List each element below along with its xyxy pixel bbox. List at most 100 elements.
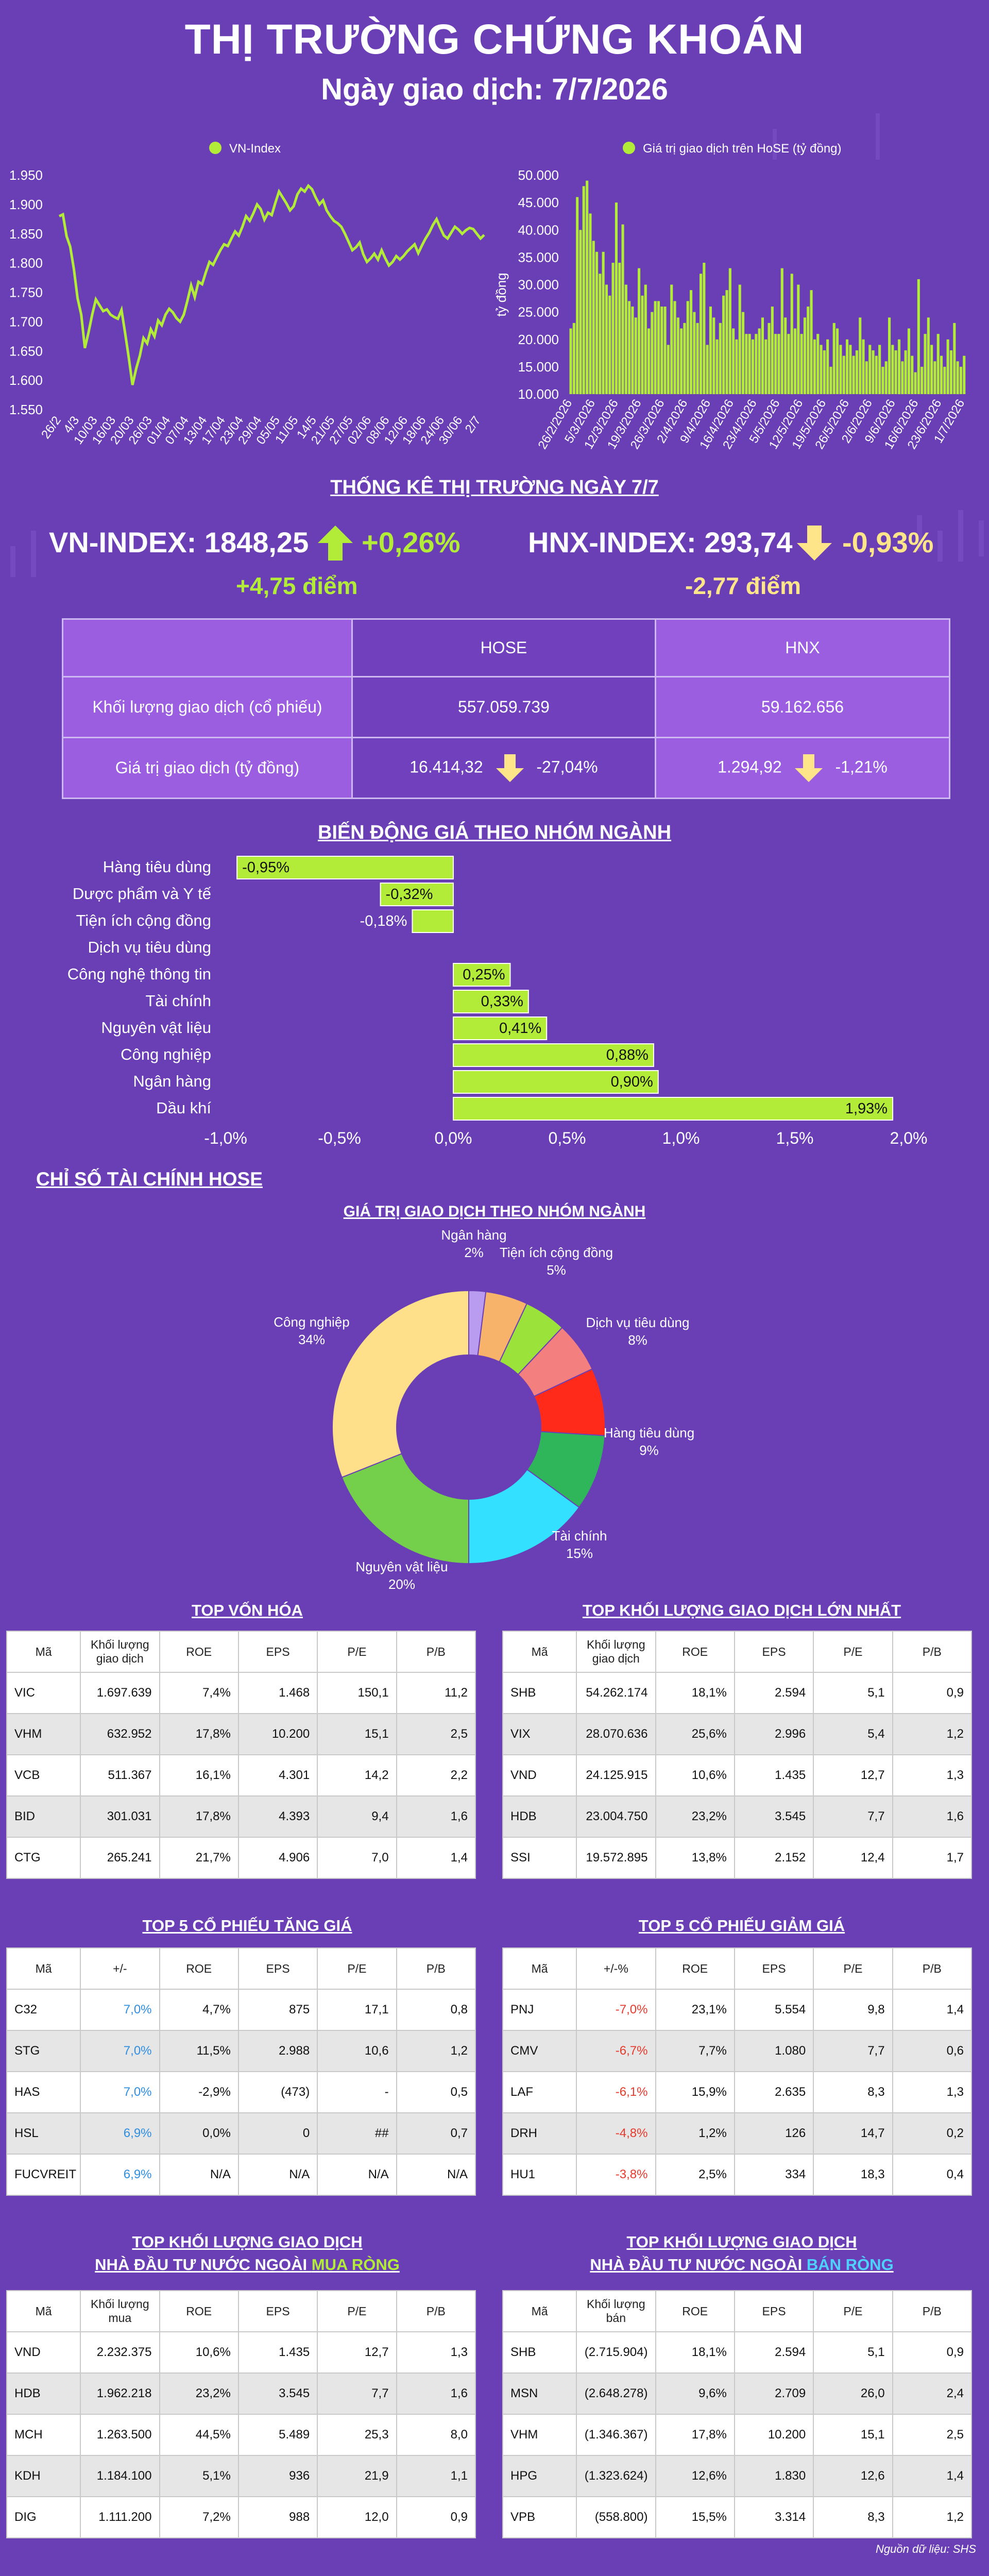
value-bar [936, 334, 940, 394]
table-row: HDB 1.962.218 23,2% 3.545 7,7 1,6 [6, 2372, 476, 2415]
table-cell: 1,4 [892, 2455, 973, 2497]
table-cell: DIG [6, 2496, 81, 2538]
value-bar [715, 339, 719, 395]
table-cell: 875 [237, 1989, 318, 2031]
value-bar [823, 350, 826, 394]
table-cell: 25,3 [317, 2414, 397, 2456]
value-chart: Giá trị giao dịch trên HoSE (tỷ đồng) tỷ… [494, 142, 967, 451]
table-cell: HSL [6, 2112, 81, 2155]
sector-bar [236, 856, 454, 879]
value-bar [920, 366, 924, 394]
value-bar [670, 284, 673, 394]
value-bar [602, 251, 605, 395]
table-header-cell: ROE [159, 2290, 239, 2332]
sector-bar [453, 990, 529, 1013]
value-ytick-label: 40.000 [518, 222, 559, 238]
value-bar [611, 263, 615, 394]
table-cell: 1,2% [655, 2112, 735, 2155]
table-cell: 10.200 [237, 1713, 318, 1755]
value-bar [927, 317, 930, 395]
hnx-index-change-points: -2,77 điểm [685, 572, 801, 599]
table-cell: 7,0% [80, 1989, 160, 2031]
table-cell: (2.715.904) [576, 2331, 656, 2374]
value-bar [628, 301, 631, 394]
table-cell: 2.594 [734, 2331, 814, 2374]
vn-ytick-label: 1.900 [9, 197, 43, 212]
stats-row-value-hnx-cell: 1.294,92 -1,21% [654, 737, 951, 799]
sector-label: Nguyên vật liệu [101, 1019, 211, 1037]
table-cell: 18,1% [655, 1672, 735, 1714]
table-cell: 3.314 [734, 2496, 814, 2538]
value-bar [651, 312, 654, 394]
sector-xtick-label: 0,0% [435, 1129, 472, 1147]
sector-bar [453, 1070, 659, 1094]
value-bar [901, 361, 904, 395]
value-bar [881, 366, 884, 394]
vn-index-series-line [58, 183, 485, 385]
top-loss-table: Mã +/-% ROE EPS P/E P/B PNJ -7,0% 23,1% 5.554 9,8 1… [502, 1947, 973, 2196]
value-bar [586, 180, 589, 394]
table-cell: 12,6 [813, 2455, 893, 2497]
sector-bar [453, 1016, 548, 1040]
table-cell: 126 [734, 2112, 814, 2155]
value-bar [943, 366, 946, 394]
table-cell: VIX [502, 1713, 577, 1755]
value-bar [907, 328, 910, 394]
table-cell: 54.262.174 [576, 1672, 656, 1714]
table-cell: 1,6 [892, 1795, 973, 1838]
value-bar [592, 241, 595, 394]
value-bar [933, 361, 936, 395]
table-cell: 2,2 [396, 1754, 476, 1797]
table-cell: 988 [237, 2496, 318, 2538]
table-cell: 2.594 [734, 1672, 814, 1714]
sector-xtick-label: 1,0% [662, 1129, 700, 1147]
table-cell: 10.200 [734, 2414, 814, 2456]
vn-index-change-points: +4,75 điểm [236, 572, 358, 599]
table-cell: VND [502, 1754, 577, 1797]
value-bar [608, 295, 611, 395]
foreign-sell-title-line2: NHÀ ĐẦU TƯ NƯỚC NGOÀI [590, 2256, 807, 2274]
value-bar [859, 317, 862, 395]
sector-bar [412, 909, 454, 933]
table-cell: C32 [6, 1989, 81, 2031]
value-bar [914, 372, 917, 394]
table-cell: 9,4 [317, 1795, 397, 1838]
table-cell: CTG [6, 1837, 81, 1879]
table-cell: DRH [502, 2112, 577, 2155]
value-bar [768, 323, 771, 394]
market-stats-table: HOSE HNX Khối lượng giao dịch (cổ phiếu)… [62, 618, 951, 799]
value-bar [940, 355, 943, 394]
vn-ytick-label: 1.600 [9, 372, 43, 388]
sector-chart-title: BIẾN ĐỘNG GIÁ THEO NHÓM NGÀNH [317, 822, 672, 843]
table-cell: 17,8% [159, 1713, 239, 1755]
sector-bar [453, 1043, 654, 1067]
value-bar [696, 323, 699, 394]
stats-table-header-row: HOSE HNX [62, 618, 951, 677]
table-cell: 334 [734, 2154, 814, 2196]
table-header-cell: P/B [892, 1947, 973, 1990]
value-bar [784, 317, 787, 395]
table-cell: HAS [6, 2071, 81, 2113]
sector-value-label: -0,18% [360, 913, 407, 929]
table-cell: ## [317, 2112, 397, 2155]
table-cell: 15,5% [655, 2496, 735, 2538]
stats-row-value-hose-pct: -27,04% [536, 757, 598, 776]
value-bar [732, 328, 735, 394]
table-cell: -6,1% [576, 2071, 656, 2113]
foreign-buy-title: TOP KHỐI LƯỢNG GIAO DỊCH NHÀ ĐẦU TƯ NƯỚC… [0, 2231, 494, 2276]
table-row: HAS 7,0% -2,9% (473) -0,5 [6, 2071, 476, 2113]
value-bar [673, 301, 676, 394]
table-cell: 2,5 [396, 1713, 476, 1755]
value-bar [576, 197, 579, 394]
donut-slice-pct: 15% [566, 1546, 593, 1561]
table-cell: 15,1 [317, 1713, 397, 1755]
value-bar [872, 350, 875, 394]
table-cell: 1,4 [892, 1989, 973, 2031]
donut-slice-pct: 8% [628, 1332, 647, 1348]
donut-slice-name: Hàng tiêu dùng [604, 1425, 694, 1440]
table-cell: 1.830 [734, 2455, 814, 2497]
table-header-cell: P/E [813, 1947, 893, 1990]
table-cell: 10,6% [159, 2331, 239, 2374]
table-cell: 7,2% [159, 2496, 239, 2538]
stats-row-value-hose-cell: 16.414,32 -27,04% [351, 737, 656, 799]
